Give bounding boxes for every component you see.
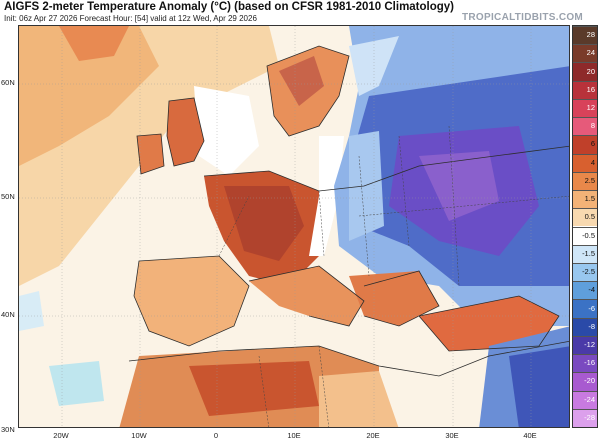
colorbar-swatch bbox=[573, 408, 597, 427]
great-britain-region bbox=[167, 98, 204, 166]
poland-light-cold-region bbox=[349, 131, 384, 241]
border-6 bbox=[218, 195, 250, 257]
lon-label-30e: 30E bbox=[445, 431, 459, 440]
colorbar-label: 6 bbox=[590, 139, 595, 149]
colorbar-swatch bbox=[573, 335, 597, 355]
border-7 bbox=[258, 355, 269, 427]
colorbar-swatch bbox=[573, 80, 597, 99]
lon-label-20w: 20W bbox=[53, 431, 69, 440]
colorbar-swatch bbox=[573, 208, 597, 227]
colorbar-swatch bbox=[573, 135, 597, 154]
colorbar-swatch bbox=[573, 372, 597, 391]
colorbar-label: -2.5 bbox=[582, 267, 595, 277]
balkans-coast bbox=[363, 270, 440, 327]
colorbar-swatch bbox=[573, 153, 597, 172]
italy-coast bbox=[248, 265, 365, 327]
map-subtitle: Init: 06z Apr 27 2026 Forecast Hour: [54… bbox=[4, 14, 257, 23]
map-canvas bbox=[19, 26, 569, 427]
colorbar-swatch bbox=[573, 44, 597, 63]
colorbar-label: 1.5 bbox=[584, 194, 595, 204]
colorbar-swatch bbox=[573, 299, 597, 318]
colorbar-swatch bbox=[573, 262, 597, 282]
colorbar-label: 12 bbox=[586, 103, 595, 113]
colorbar-swatch bbox=[573, 281, 597, 300]
lon-label-40e: 40E bbox=[523, 431, 537, 440]
border-2 bbox=[358, 155, 370, 277]
colorbar-swatch bbox=[573, 354, 597, 373]
graticule bbox=[19, 26, 569, 427]
border-5 bbox=[358, 195, 569, 217]
colorbar-label: 16 bbox=[586, 84, 595, 94]
colorbar-swatch bbox=[573, 190, 597, 209]
colorbar-swatch bbox=[573, 390, 597, 409]
north-sea-neutral-region bbox=[194, 86, 259, 176]
france-core-region bbox=[224, 186, 304, 261]
iberia-region bbox=[134, 256, 249, 346]
turkey-coast bbox=[418, 295, 560, 352]
arabia-cold-region bbox=[509, 346, 569, 427]
lat-label-50n: 50N bbox=[1, 192, 15, 201]
cold-core-region bbox=[419, 151, 499, 221]
colorbar-label: -1.5 bbox=[582, 248, 595, 258]
colorbar-label: 4 bbox=[590, 157, 595, 167]
border-1 bbox=[318, 190, 325, 257]
colorbar-label: -20 bbox=[584, 376, 595, 386]
iceland-warm-region bbox=[59, 26, 129, 61]
great-britain-coast bbox=[166, 97, 205, 167]
lat-label-30n: 30N bbox=[1, 425, 15, 434]
colorbar-label: -12 bbox=[584, 339, 595, 349]
temperature-anomaly-map bbox=[18, 25, 570, 428]
colorbar-label: -4 bbox=[588, 285, 595, 295]
lat-label-40n: 40N bbox=[1, 310, 15, 319]
colorbar-label: -16 bbox=[584, 358, 595, 368]
coastlines bbox=[128, 45, 569, 377]
border-3 bbox=[398, 135, 410, 247]
north-atlantic-warm-region bbox=[19, 26, 159, 166]
lat-label-60n: 60N bbox=[1, 78, 15, 87]
atlantic-cold-patch bbox=[49, 361, 104, 406]
colorbar-label: -8 bbox=[588, 321, 595, 331]
north-africa-coast bbox=[128, 340, 569, 377]
colorbar-swatch bbox=[573, 317, 597, 336]
colorbar: 28 24 20 16 12 8 6 4 2.5 1.5 0.5 -0.5 -1.5 -2.5 -4 -6 -8… bbox=[572, 25, 598, 428]
lon-label-20e: 20E bbox=[366, 431, 380, 440]
colorbar-swatch bbox=[573, 26, 597, 45]
colorbar-label: 0.5 bbox=[584, 212, 595, 222]
ireland-region bbox=[137, 134, 164, 174]
balkans-warm-region bbox=[349, 271, 439, 326]
colorbar-label: 8 bbox=[590, 121, 595, 131]
colorbar-swatch bbox=[573, 98, 597, 118]
colorbar-label: -0.5 bbox=[582, 230, 595, 240]
turkey-warm-region bbox=[419, 296, 559, 351]
colorbar-swatch bbox=[573, 62, 597, 81]
colorbar-label: 24 bbox=[586, 48, 595, 58]
algeria-hot-region bbox=[189, 361, 319, 416]
colorbar-label: 2.5 bbox=[584, 175, 595, 185]
lon-label-10e: 10E bbox=[287, 431, 301, 440]
italy-region bbox=[249, 266, 364, 326]
libya-region bbox=[319, 371, 399, 427]
colorbar-label: -24 bbox=[584, 394, 595, 404]
central-europe-neutral-band bbox=[309, 136, 344, 256]
brand-watermark: TROPICALTIDBITS.COM bbox=[462, 12, 584, 23]
north-europe-coast bbox=[203, 145, 569, 192]
scandinavia-coast bbox=[266, 45, 350, 137]
lon-label-10w: 10W bbox=[131, 431, 147, 440]
colorbar-label: -28 bbox=[584, 412, 595, 422]
country-borders bbox=[218, 125, 569, 427]
lon-label-0: 0 bbox=[213, 431, 219, 440]
colorbar-label: -6 bbox=[588, 303, 595, 313]
west-atlantic-cold-patch bbox=[19, 291, 44, 331]
colorbar-swatch bbox=[573, 226, 597, 245]
colorbar-label: 20 bbox=[586, 66, 595, 76]
norway-hot-region bbox=[279, 56, 324, 106]
map-title: AIGFS 2-meter Temperature Anomaly (°C) (… bbox=[4, 1, 455, 13]
colorbar-swatch bbox=[573, 171, 597, 191]
colorbar-swatch bbox=[573, 117, 597, 136]
border-4 bbox=[448, 125, 460, 287]
colorbar-label: 28 bbox=[586, 30, 595, 40]
colorbar-swatch bbox=[573, 244, 597, 263]
iberia-coast bbox=[133, 255, 250, 347]
ireland-coast bbox=[136, 133, 165, 175]
